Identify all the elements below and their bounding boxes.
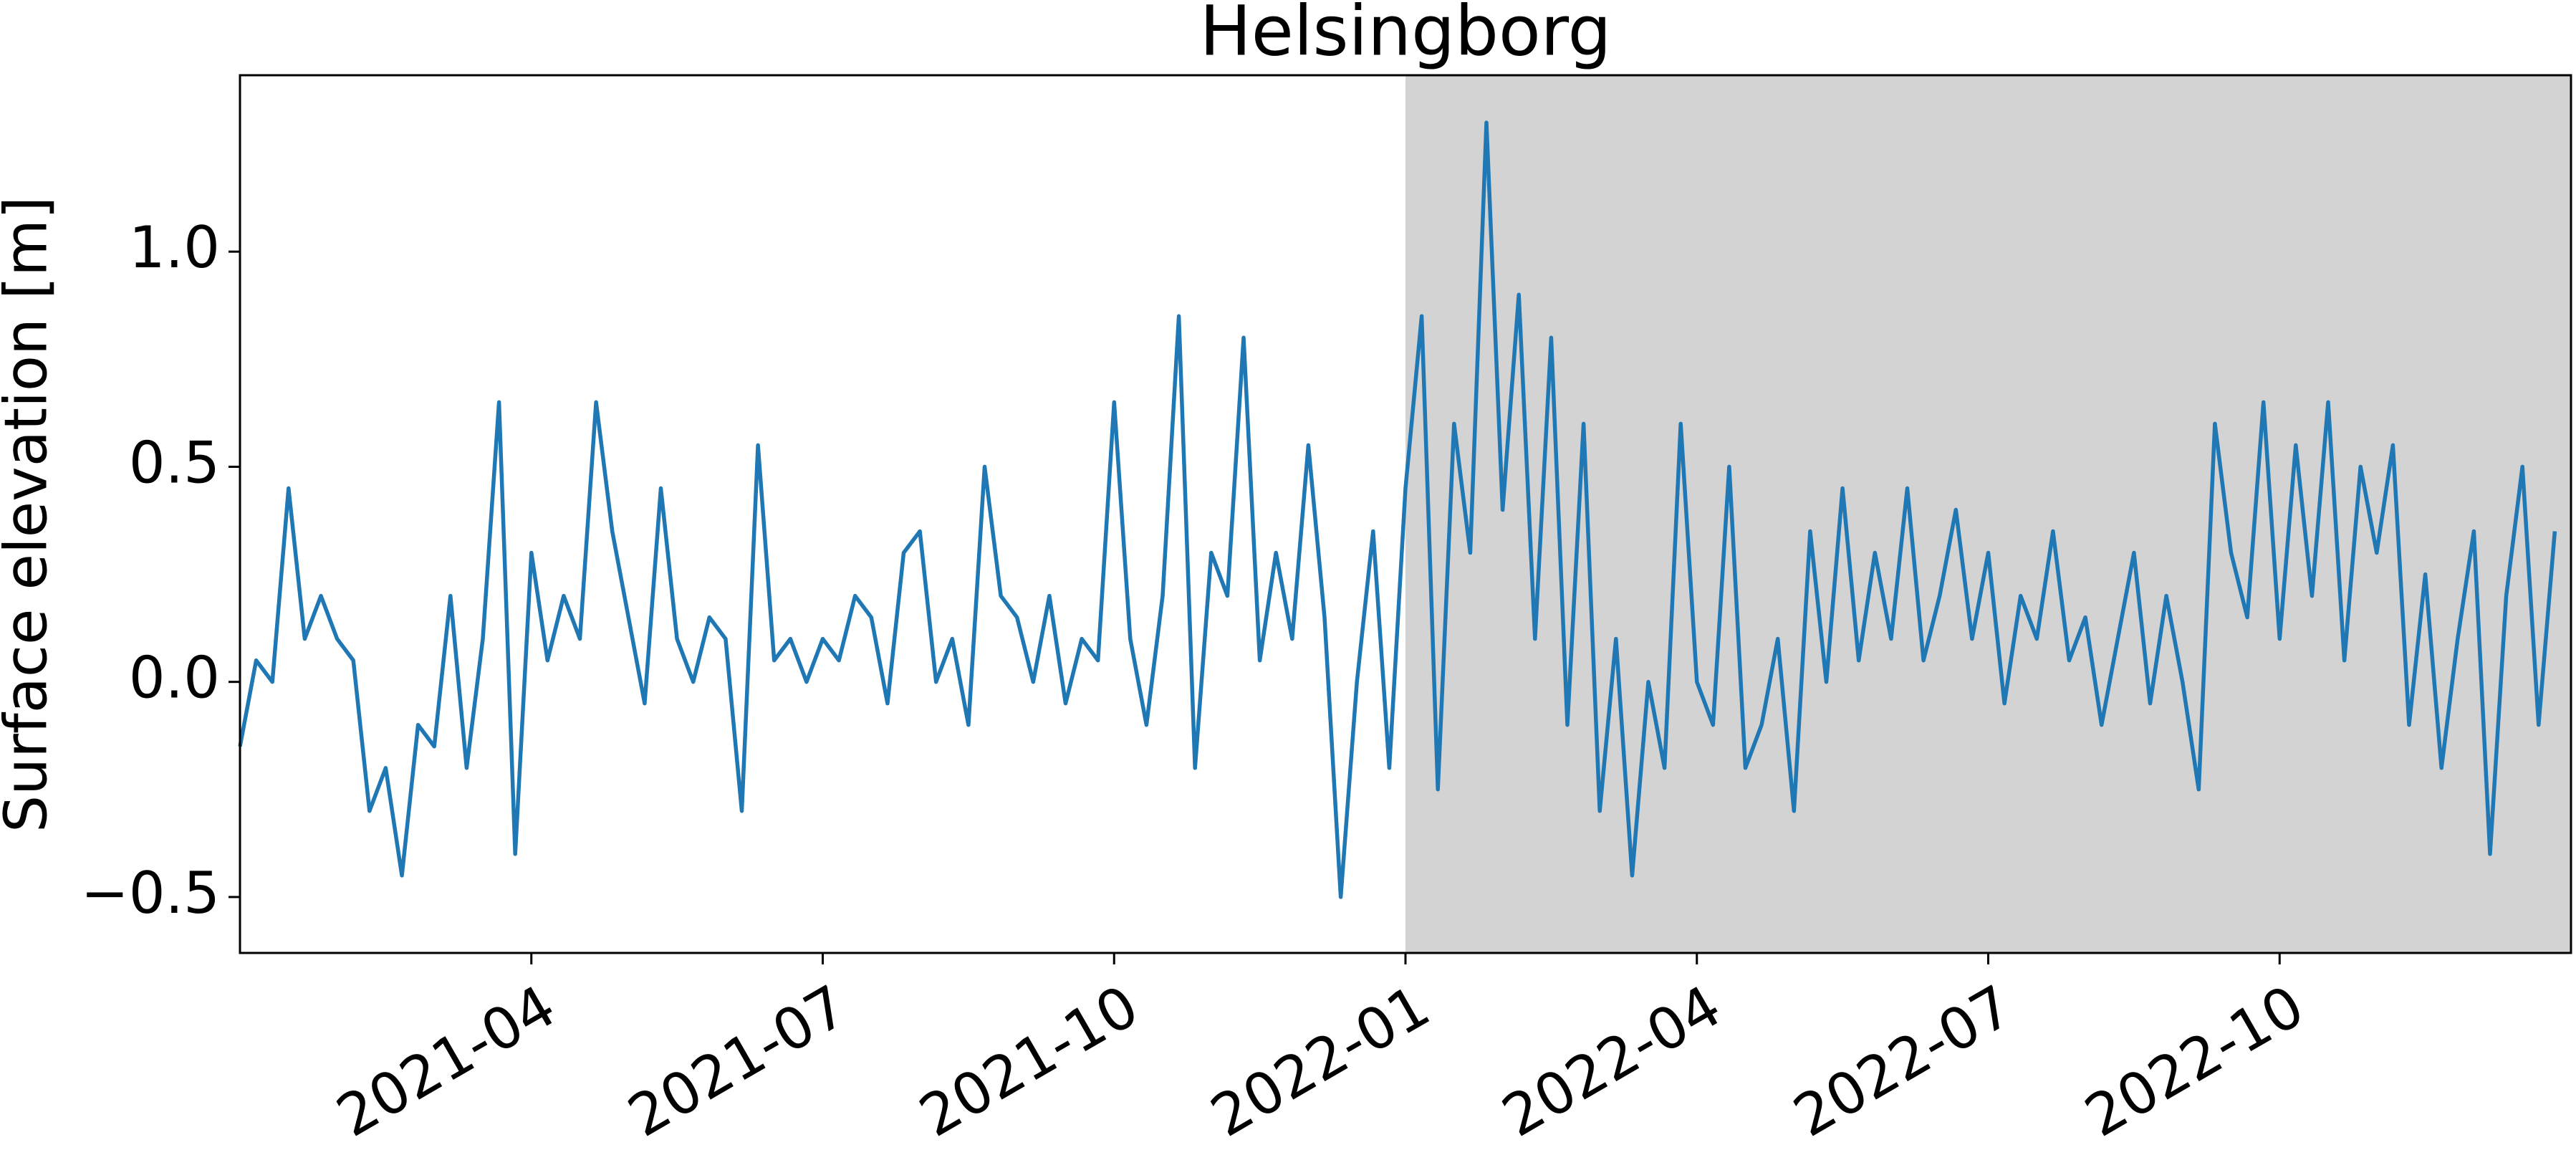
x-tick-label: 2021-04 [326,972,567,1150]
x-tick-label: 2021-07 [617,972,858,1150]
y-tick-label: −0.5 [81,860,220,926]
x-tick-label: 2022-04 [1491,972,1732,1150]
x-tick-label: 2021-10 [908,972,1149,1150]
y-tick-label: 0.5 [129,429,220,496]
y-tick-label: 1.0 [129,214,220,281]
y-axis-label: Surface elevation [m] [0,196,60,833]
x-tick-label: 2022-10 [2074,972,2315,1150]
x-tick-label: 2022-01 [1200,972,1441,1150]
chart-title: Helsingborg [1200,0,1612,71]
x-tick-label: 2022-07 [1783,972,2024,1150]
data-line [238,120,2557,899]
y-tick-label: 0.0 [129,645,220,711]
